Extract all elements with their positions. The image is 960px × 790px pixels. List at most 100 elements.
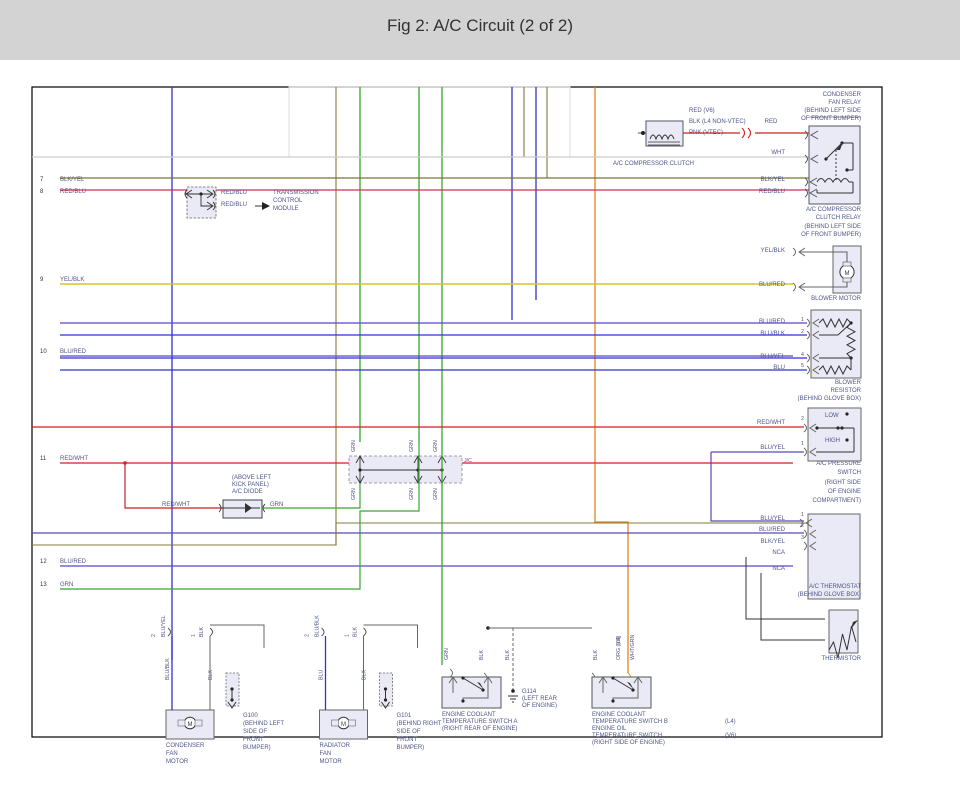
svg-text:BLOWER: BLOWER [835, 380, 862, 386]
svg-text:BLU/RED: BLU/RED [759, 282, 786, 288]
svg-text:FAN: FAN [320, 751, 332, 757]
svg-text:(BEHIND GLOVE BOX): (BEHIND GLOVE BOX) [798, 396, 861, 402]
svg-text:THERMISTOR: THERMISTOR [821, 656, 861, 662]
svg-text:OF FRONT BUMPER): OF FRONT BUMPER) [801, 116, 861, 122]
svg-text:CONDENSER: CONDENSER [823, 92, 862, 98]
svg-text:2: 2 [151, 634, 157, 637]
svg-text:BLK: BLK [479, 650, 485, 660]
svg-text:(BEHIND LEFT SIDE: (BEHIND LEFT SIDE [804, 108, 861, 114]
svg-text:J/C: J/C [464, 458, 472, 464]
svg-text:MODULE: MODULE [273, 206, 299, 212]
svg-text:13: 13 [40, 582, 47, 588]
svg-text:(BEHIND LEFT: (BEHIND LEFT [243, 721, 284, 727]
svg-text:BLOWER MOTOR: BLOWER MOTOR [811, 296, 862, 302]
svg-text:(V6): (V6) [725, 733, 736, 739]
svg-text:TRANSMISSION: TRANSMISSION [273, 190, 319, 196]
svg-text:(ABOVE LEFT: (ABOVE LEFT [232, 475, 271, 481]
svg-text:FAN RELAY: FAN RELAY [828, 100, 861, 106]
svg-text:A/C PRESSURE: A/C PRESSURE [816, 461, 861, 467]
svg-text:CLUTCH RELAY: CLUTCH RELAY [816, 215, 861, 221]
svg-text:(L4): (L4) [616, 635, 622, 645]
svg-text:BLK: BLK [199, 627, 205, 637]
svg-text:ENGINE COOLANT: ENGINE COOLANT [592, 712, 646, 718]
svg-text:(BEHIND LEFT SIDE: (BEHIND LEFT SIDE [804, 224, 861, 230]
svg-text:KICK PANEL): KICK PANEL) [232, 482, 269, 488]
svg-text:1: 1 [801, 512, 804, 518]
svg-text:OF ENGINE: OF ENGINE [828, 489, 861, 495]
svg-text:RED: RED [765, 119, 778, 125]
svg-text:1: 1 [345, 634, 351, 637]
svg-text:A/C COMPRESSOR CLUTCH: A/C COMPRESSOR CLUTCH [613, 161, 694, 167]
svg-text:MOTOR: MOTOR [166, 759, 189, 765]
svg-text:(BEHIND GLOVE BOX): (BEHIND GLOVE BOX) [798, 592, 861, 598]
svg-text:BLU/BLK: BLU/BLK [165, 658, 171, 680]
svg-text:RED/WHT: RED/WHT [60, 456, 88, 462]
svg-text:M: M [341, 722, 346, 728]
svg-text:FAN: FAN [166, 751, 178, 757]
svg-text:BLU/RED: BLU/RED [759, 319, 786, 325]
svg-text:3: 3 [801, 535, 804, 541]
svg-text:11: 11 [40, 456, 47, 462]
svg-text:RED/WHT: RED/WHT [757, 420, 785, 426]
svg-text:1: 1 [801, 317, 804, 323]
svg-text:BUMPER): BUMPER) [397, 745, 425, 751]
svg-text:A/C DIODE: A/C DIODE [232, 489, 263, 495]
svg-text:BLK: BLK [362, 670, 368, 680]
svg-text:GRN: GRN [351, 488, 357, 500]
svg-text:BLK: BLK [593, 650, 599, 660]
svg-text:FRONT: FRONT [243, 737, 264, 743]
svg-text:TEMPERATURE SWITCH: TEMPERATURE SWITCH [592, 733, 662, 739]
svg-text:A/C THERMOSTAT: A/C THERMOSTAT [809, 584, 861, 590]
svg-text:5: 5 [801, 363, 804, 369]
svg-text:GRN: GRN [270, 502, 283, 508]
svg-text:4: 4 [801, 352, 804, 358]
svg-text:BLU: BLU [319, 670, 325, 680]
svg-text:RESISTOR: RESISTOR [830, 388, 861, 394]
svg-text:M: M [845, 271, 850, 277]
svg-text:RED/BLU: RED/BLU [221, 202, 247, 208]
svg-text:FRONT: FRONT [397, 737, 418, 743]
svg-text:OF FRONT BUMPER): OF FRONT BUMPER) [801, 232, 861, 238]
svg-text:A/C COMPRESSOR: A/C COMPRESSOR [806, 207, 862, 213]
svg-text:HIGH: HIGH [825, 438, 840, 444]
svg-text:G101: G101 [397, 713, 412, 719]
svg-text:WHT/GRN: WHT/GRN [630, 635, 636, 660]
svg-text:RADIATOR: RADIATOR [320, 743, 351, 749]
svg-text:RED/BLU: RED/BLU [759, 189, 785, 195]
svg-text:RED/BLU: RED/BLU [221, 190, 247, 196]
svg-text:ENGINE COOLANT: ENGINE COOLANT [442, 712, 496, 718]
svg-text:SWITCH: SWITCH [837, 470, 861, 476]
svg-text:CONTROL: CONTROL [273, 198, 303, 204]
svg-text:BLU/BLK: BLU/BLK [315, 615, 321, 637]
svg-text:BLK: BLK [208, 670, 214, 680]
svg-text:(L4): (L4) [725, 719, 736, 725]
svg-text:GRN: GRN [444, 648, 450, 660]
svg-text:SIDE OF: SIDE OF [397, 729, 421, 735]
svg-text:BLU/RED: BLU/RED [759, 527, 786, 533]
svg-text:(RIGHT REAR OF ENGINE): (RIGHT REAR OF ENGINE) [442, 726, 518, 732]
svg-text:BUMPER): BUMPER) [243, 745, 271, 751]
svg-text:2: 2 [801, 329, 804, 335]
svg-text:BLU/YEL: BLU/YEL [760, 354, 785, 360]
svg-text:BLK/YEL: BLK/YEL [761, 539, 786, 545]
svg-text:(RIGHT SIDE: (RIGHT SIDE [825, 480, 861, 486]
svg-text:RED/WHT: RED/WHT [162, 502, 190, 508]
svg-text:GRN: GRN [409, 488, 415, 500]
svg-text:MOTOR: MOTOR [320, 759, 343, 765]
svg-text:9: 9 [40, 277, 44, 283]
svg-text:LOW: LOW [825, 413, 839, 419]
svg-text:GRN: GRN [351, 440, 357, 452]
svg-text:TEMPERATURE SWITCH A: TEMPERATURE SWITCH A [442, 719, 518, 725]
svg-text:TEMPERATURE SWITCH B: TEMPERATURE SWITCH B [592, 719, 668, 725]
svg-text:RED (V6): RED (V6) [689, 108, 715, 114]
svg-text:GRN: GRN [60, 582, 73, 588]
svg-text:10: 10 [40, 349, 47, 355]
svg-text:OF ENGINE): OF ENGINE) [522, 703, 557, 709]
svg-text:G100: G100 [243, 713, 258, 719]
svg-text:2: 2 [801, 523, 804, 529]
svg-text:BLU/BLK: BLU/BLK [760, 331, 785, 337]
svg-text:NCA: NCA [772, 550, 785, 556]
svg-text:(LEFT REAR: (LEFT REAR [522, 696, 558, 702]
svg-text:YEL/BLK: YEL/BLK [761, 248, 785, 254]
svg-text:(RIGHT SIDE OF ENGINE): (RIGHT SIDE OF ENGINE) [592, 740, 665, 746]
